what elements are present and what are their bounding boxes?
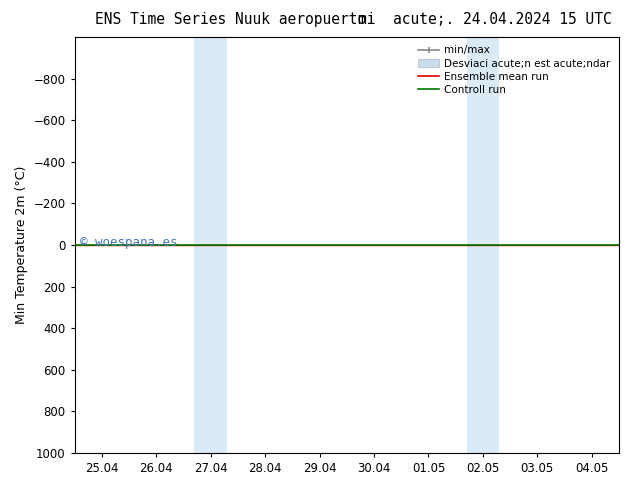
Text: © woespana.es: © woespana.es	[80, 237, 178, 249]
Legend: min/max, Desviaci acute;n est acute;ndar, Ensemble mean run, Controll run: min/max, Desviaci acute;n est acute;ndar…	[415, 42, 614, 98]
Y-axis label: Min Temperature 2m (°C): Min Temperature 2m (°C)	[15, 166, 28, 324]
Bar	[467, 37, 499, 453]
Text: ENS Time Series Nuuk aeropuerto: ENS Time Series Nuuk aeropuerto	[95, 12, 366, 27]
Bar	[195, 37, 227, 453]
Text: mi  acute;. 24.04.2024 15 UTC: mi acute;. 24.04.2024 15 UTC	[358, 12, 612, 27]
